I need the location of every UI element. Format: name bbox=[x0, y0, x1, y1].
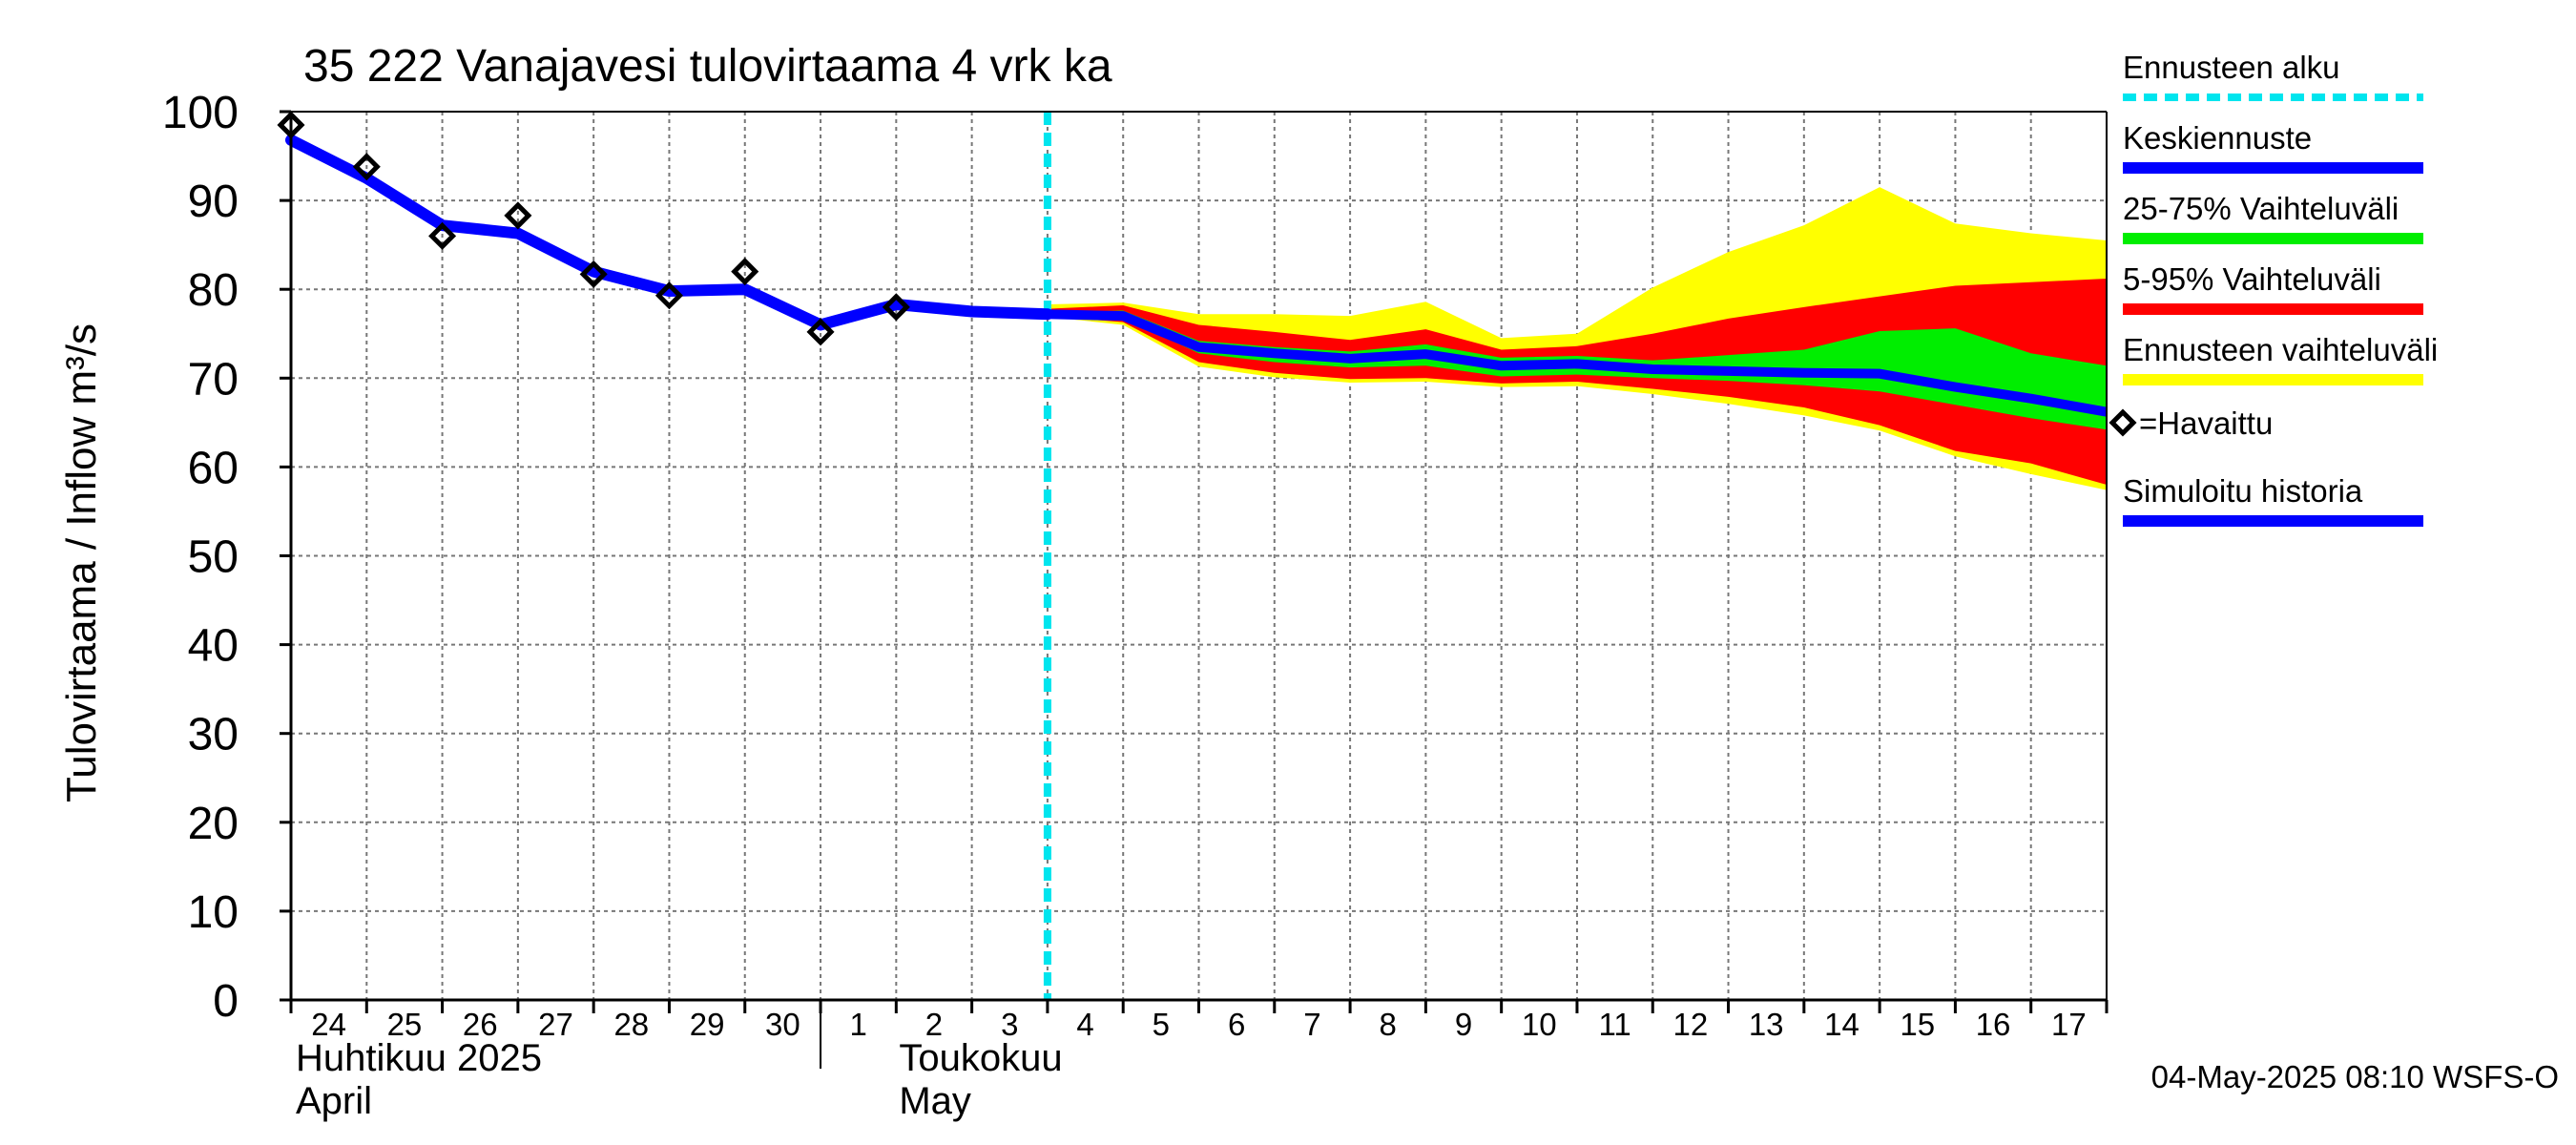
observed-point bbox=[504, 201, 532, 230]
observed-point bbox=[579, 260, 608, 288]
observed-point bbox=[428, 221, 457, 250]
x-tick-label: 29 bbox=[690, 1007, 725, 1042]
y-tick-label: 40 bbox=[188, 621, 239, 672]
x-tick-label: 8 bbox=[1380, 1007, 1397, 1042]
y-tick-label: 70 bbox=[188, 354, 239, 405]
legend: Ennusteen alku Keskiennuste 25-75% Vaihtel… bbox=[2109, 50, 2438, 527]
x-tick-label: 11 bbox=[1598, 1007, 1631, 1042]
median-forecast-line bbox=[1047, 309, 2108, 417]
x-tick-label: 26 bbox=[463, 1007, 498, 1042]
x-tick-label: 9 bbox=[1455, 1007, 1472, 1042]
legend-observed-marker bbox=[2109, 408, 2137, 437]
y-tick-label: 0 bbox=[213, 976, 239, 1027]
legend-label: =Havaittu bbox=[2139, 406, 2273, 441]
chart-title: 35 222 Vanajavesi tulovirtaama 4 vrk ka bbox=[303, 41, 1112, 92]
y-tick-label: 100 bbox=[162, 88, 239, 138]
x-tick-label: 2 bbox=[925, 1007, 943, 1042]
y-tick-label: 60 bbox=[188, 443, 239, 493]
y-axis-label: Tulovirtaama / Inflow m³/s bbox=[58, 323, 105, 802]
p5-p95-band bbox=[1047, 279, 2107, 486]
month-label: Huhtikuu 2025 bbox=[296, 1037, 542, 1079]
x-tick-label: 5 bbox=[1153, 1007, 1170, 1042]
x-tick-label: 4 bbox=[1076, 1007, 1093, 1042]
observed-point bbox=[731, 258, 759, 286]
x-tick-label: 14 bbox=[1824, 1007, 1859, 1042]
x-tick-label: 3 bbox=[1001, 1007, 1018, 1042]
series-lines bbox=[285, 112, 2108, 1000]
x-tick-label: 28 bbox=[613, 1007, 649, 1042]
month-label-english: May bbox=[899, 1080, 971, 1122]
x-tick-label: 25 bbox=[387, 1007, 423, 1042]
x-tick-label: 24 bbox=[311, 1007, 346, 1042]
p25-p75-band bbox=[1047, 310, 2107, 430]
observed-point bbox=[882, 293, 910, 322]
legend-label: Keskiennuste bbox=[2123, 120, 2312, 156]
month-label: Toukokuu bbox=[899, 1037, 1062, 1079]
x-tick-label: 30 bbox=[765, 1007, 800, 1042]
observed-point bbox=[352, 153, 381, 181]
forecast-bands bbox=[1047, 187, 2107, 490]
x-tick-label: 16 bbox=[1976, 1007, 2011, 1042]
x-tick-label: 1 bbox=[850, 1007, 867, 1042]
x-tick-label: 15 bbox=[1900, 1007, 1935, 1042]
y-tick-label: 10 bbox=[188, 887, 239, 938]
legend-label: Ennusteen vaihteluväli bbox=[2123, 332, 2438, 367]
legend-label: Ennusteen alku bbox=[2123, 50, 2340, 85]
month-label-english: April bbox=[296, 1080, 372, 1122]
x-tick-label: 12 bbox=[1673, 1007, 1709, 1042]
legend-label: 25-75% Vaihteluväli bbox=[2123, 191, 2399, 226]
x-tick-label: 17 bbox=[2051, 1007, 2087, 1042]
y-tick-label: 20 bbox=[188, 799, 239, 849]
y-tick-label: 50 bbox=[188, 532, 239, 583]
x-tick-label: 6 bbox=[1228, 1007, 1245, 1042]
x-tick-label: 27 bbox=[538, 1007, 573, 1042]
y-tick-label: 90 bbox=[188, 177, 239, 227]
y-tick-label: 30 bbox=[188, 710, 239, 760]
x-tick-label: 10 bbox=[1522, 1007, 1557, 1042]
x-tick-label: 13 bbox=[1749, 1007, 1784, 1042]
observed-point bbox=[806, 318, 835, 346]
observed-markers bbox=[277, 111, 910, 346]
x-tick-label: 7 bbox=[1303, 1007, 1320, 1042]
simulated-history-line bbox=[285, 134, 1053, 331]
legend-label: 5-95% Vaihteluväli bbox=[2123, 261, 2381, 297]
observed-point bbox=[654, 281, 683, 310]
legend-label: Simuloitu historia bbox=[2123, 473, 2363, 509]
y-tick-label: 80 bbox=[188, 265, 239, 316]
footer-timestamp: 04-May-2025 08:10 WSFS-O bbox=[2151, 1059, 2559, 1094]
